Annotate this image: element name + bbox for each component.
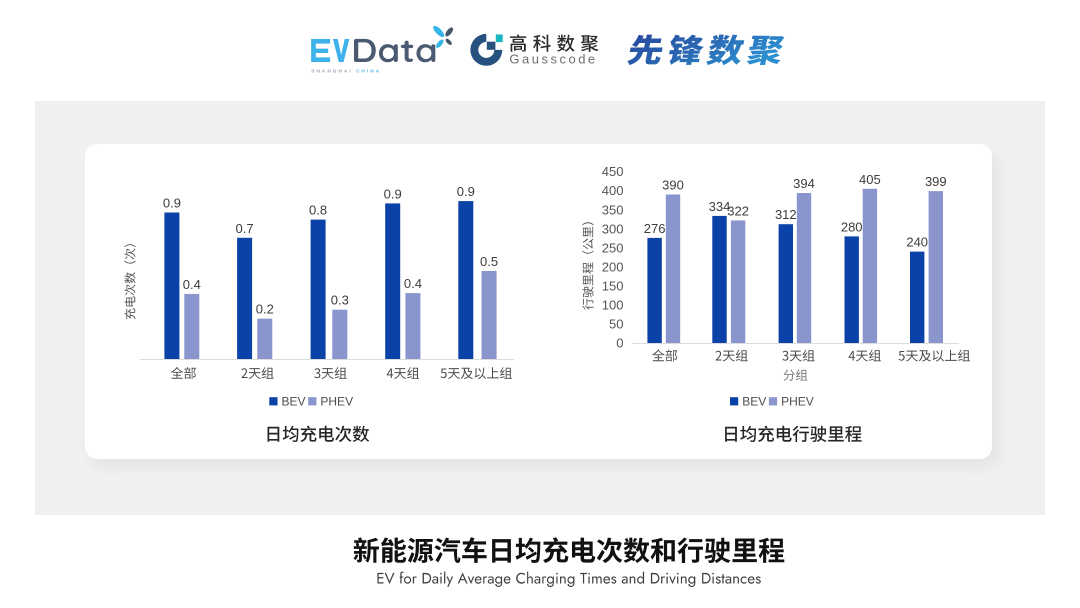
svg-text:0.9: 0.9 xyxy=(457,184,475,199)
svg-text:322: 322 xyxy=(727,203,749,218)
svg-text:405: 405 xyxy=(859,172,881,187)
svg-text:SHANGHAI CHINA: SHANGHAI CHINA xyxy=(311,68,381,73)
svg-text:0.4: 0.4 xyxy=(183,277,201,292)
svg-text:350: 350 xyxy=(602,202,624,217)
svg-text:0.5: 0.5 xyxy=(480,254,498,269)
svg-text:334: 334 xyxy=(709,199,731,214)
svg-text:394: 394 xyxy=(793,176,815,191)
svg-text:0.2: 0.2 xyxy=(256,302,274,317)
svg-text:BEV: BEV xyxy=(742,395,766,409)
svg-text:150: 150 xyxy=(602,278,624,293)
svg-text:276: 276 xyxy=(644,221,666,236)
svg-text:240: 240 xyxy=(906,235,928,250)
svg-text:250: 250 xyxy=(602,240,624,255)
svg-text:280: 280 xyxy=(841,219,863,234)
svg-text:0: 0 xyxy=(616,336,623,351)
svg-text:200: 200 xyxy=(602,259,624,274)
svg-text:300: 300 xyxy=(602,221,624,236)
svg-text:0.8: 0.8 xyxy=(309,203,327,218)
svg-text:PHEV: PHEV xyxy=(781,395,814,409)
svg-text:312: 312 xyxy=(775,207,797,222)
svg-text:399: 399 xyxy=(925,174,947,189)
svg-text:PHEV: PHEV xyxy=(320,395,353,409)
svg-text:390: 390 xyxy=(662,178,684,193)
svg-text:0.9: 0.9 xyxy=(163,196,181,211)
svg-text:450: 450 xyxy=(602,164,624,179)
svg-text:100: 100 xyxy=(602,297,624,312)
svg-text:400: 400 xyxy=(602,183,624,198)
svg-text:0.4: 0.4 xyxy=(404,276,422,291)
svg-text:50: 50 xyxy=(609,317,623,332)
svg-text:0.3: 0.3 xyxy=(331,293,349,308)
svg-text:Gausscode: Gausscode xyxy=(509,52,597,67)
svg-text:BEV: BEV xyxy=(282,395,306,409)
svg-text:0.9: 0.9 xyxy=(384,186,402,201)
svg-text:0.7: 0.7 xyxy=(236,221,254,236)
